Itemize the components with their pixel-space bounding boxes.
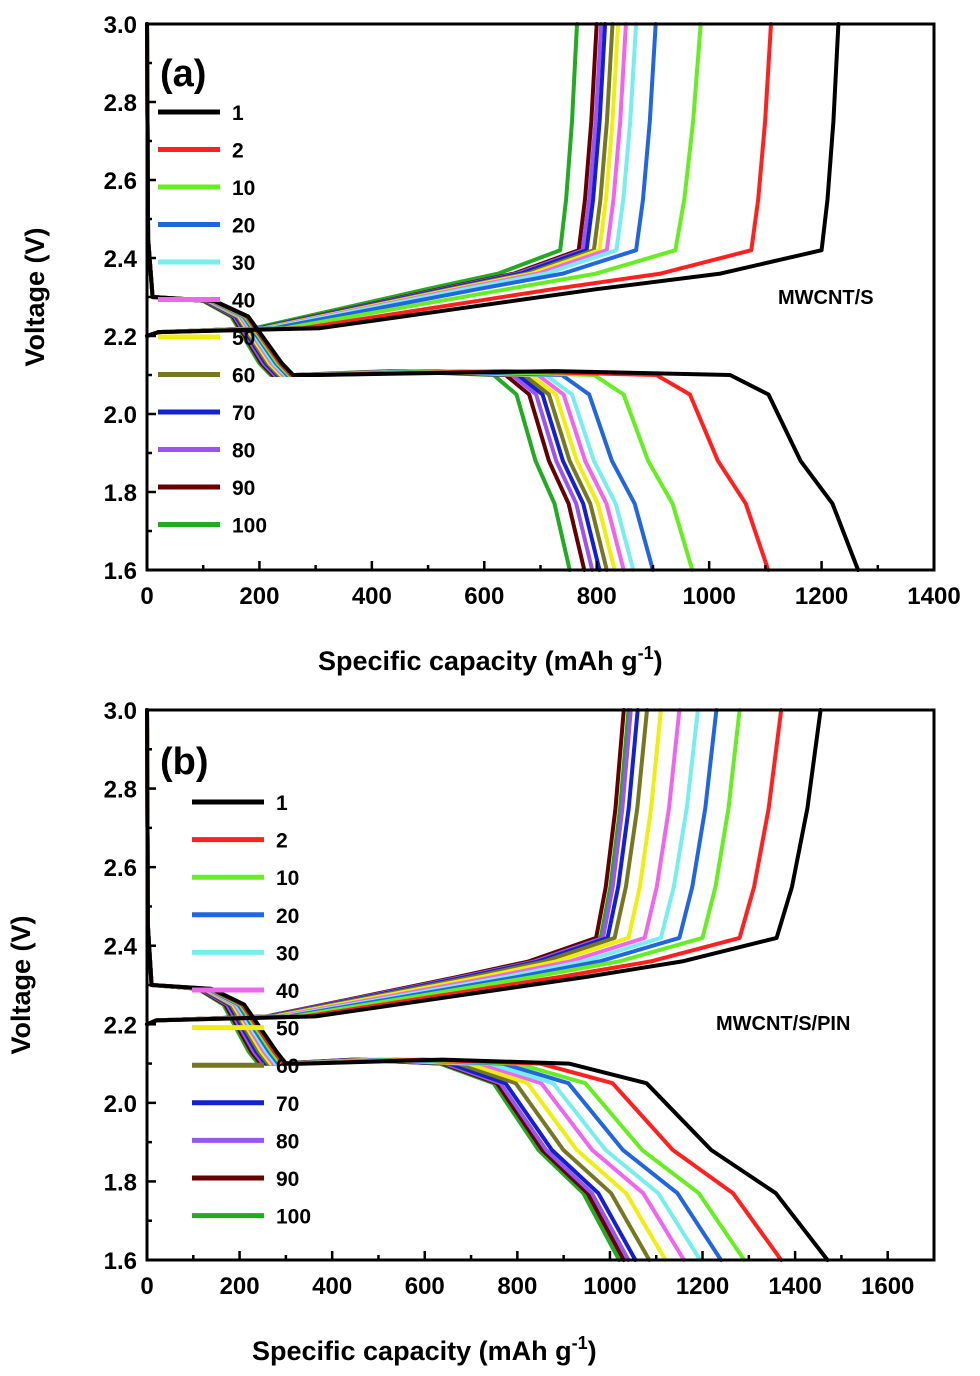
panel-b-y-tick-labels: 1.6 1.8 2.0 2.2 2.4 2.6 2.8 3.0 [104, 698, 138, 1275]
charge-curve-cycle-40 [145, 708, 682, 1027]
legend-label-40: 40 [232, 290, 255, 313]
panel-a-y-axis-label: Voltage (V) [20, 227, 50, 366]
y-tick-label: 3.0 [104, 698, 137, 725]
legend-label-2: 2 [232, 140, 244, 163]
panel-a-sample-label: MWCNT/S [778, 287, 874, 309]
panel-b-x-axis-label-sup: -1 [572, 1333, 588, 1353]
charge-curve-cycle-20 [145, 708, 719, 1027]
x-tick-label: 1200 [676, 1273, 729, 1300]
x-tick-label: 1600 [861, 1273, 914, 1300]
panel-a-x-tick-labels: 0 200 400 600 800 1000 1200 1400 [140, 583, 960, 610]
legend-label-60: 60 [232, 365, 255, 388]
panel-a-chart: 0 200 400 600 800 1000 1200 1400 1.6 1.8 2.0 2.2 2.… [20, 12, 961, 676]
y-tick-label: 2.6 [104, 855, 137, 882]
legend-label-70: 70 [232, 402, 255, 425]
panel-a-x-axis-label-sup: -1 [638, 643, 654, 663]
discharge-curve-cycle-1 [145, 708, 830, 1262]
x-tick-label: 1000 [682, 583, 735, 610]
legend-label-100: 100 [276, 1206, 311, 1229]
charge-curve-cycle-1 [145, 708, 823, 1027]
panel-b-x-axis-label: Specific capacity (mAh g-1) [252, 1333, 597, 1366]
legend-label-1: 1 [276, 792, 288, 815]
charge-curve-cycle-1 [145, 22, 841, 338]
legend-label-70: 70 [276, 1093, 299, 1116]
legend-label-30: 30 [232, 252, 255, 275]
legend-label-80: 80 [276, 1130, 299, 1153]
y-tick-label: 2.4 [104, 246, 138, 273]
y-tick-label: 2.6 [104, 168, 137, 195]
panel-a-label: (a) [160, 53, 206, 95]
legend-label-10: 10 [232, 177, 255, 200]
x-tick-label: 1200 [795, 583, 848, 610]
y-tick-label: 1.8 [104, 480, 137, 507]
legend-label-50: 50 [232, 327, 255, 350]
panel-b-x-tick-labels: 0 200 400 600 800 1000 1200 1400 1600 [140, 1273, 914, 1300]
panel-b-curves [145, 708, 830, 1262]
legend-label-30: 30 [276, 942, 299, 965]
panel-b-sample-label: MWCNT/S/PIN [716, 1013, 850, 1035]
legend-label-50: 50 [276, 1018, 299, 1041]
y-tick-label: 3.0 [104, 12, 137, 39]
charge-curve-cycle-70 [145, 22, 608, 338]
y-tick-label: 1.8 [104, 1169, 137, 1196]
y-tick-label: 2.8 [104, 90, 137, 117]
y-tick-label: 2.8 [104, 777, 137, 804]
legend-label-100: 100 [232, 515, 267, 538]
x-tick-label: 600 [464, 583, 504, 610]
legend-label-20: 20 [276, 905, 299, 928]
panel-a-legend: 1 2 10 20 30 40 50 60 70 80 90 100 [158, 102, 267, 538]
panel-a-y-tick-labels: 1.6 1.8 2.0 2.2 2.4 2.6 2.8 3.0 [104, 12, 138, 585]
x-tick-label: 800 [577, 583, 617, 610]
panel-b-x-axis-label-end: ) [588, 1336, 597, 1366]
charge-curve-cycle-90 [145, 22, 599, 338]
charge-curve-cycle-80 [145, 22, 604, 338]
panel-b-y-axis-label: Voltage (V) [6, 915, 36, 1054]
panel-a-x-axis-label-text: Specific capacity (mAh g [318, 646, 638, 676]
x-tick-label: 400 [312, 1273, 352, 1300]
y-tick-label: 2.2 [104, 1012, 137, 1039]
x-tick-label: 0 [140, 583, 153, 610]
legend-label-10: 10 [276, 867, 299, 890]
x-tick-label: 200 [220, 1273, 260, 1300]
x-tick-label: 1400 [768, 1273, 821, 1300]
legend-label-90: 90 [276, 1168, 299, 1191]
y-tick-label: 1.6 [104, 1248, 137, 1275]
x-tick-label: 800 [497, 1273, 537, 1300]
panel-a-x-axis-label-end: ) [654, 646, 663, 676]
legend-label-60: 60 [276, 1055, 299, 1078]
y-tick-label: 2.0 [104, 1091, 137, 1118]
y-tick-label: 2.0 [104, 402, 137, 429]
x-tick-label: 200 [239, 583, 279, 610]
legend-label-80: 80 [232, 440, 255, 463]
x-tick-label: 1400 [907, 583, 960, 610]
legend-label-2: 2 [276, 830, 288, 853]
panel-b-ticks [145, 708, 889, 1262]
panel-a-ticks [145, 22, 936, 572]
y-tick-label: 2.4 [104, 934, 138, 961]
panel-b-chart: 0 200 400 600 800 1000 1200 1400 1600 1.6 1.8 2.0 2… [6, 698, 936, 1366]
x-tick-label: 400 [352, 583, 392, 610]
x-tick-label: 600 [405, 1273, 445, 1300]
panel-a-x-axis-label: Specific capacity (mAh g-1) [318, 643, 663, 676]
legend-label-20: 20 [232, 215, 255, 238]
legend-label-1: 1 [232, 102, 244, 125]
x-tick-label: 1000 [583, 1273, 636, 1300]
panel-b-legend: 1 2 10 20 30 40 50 60 70 80 90 100 [192, 792, 311, 1229]
panel-b-x-axis-label-text: Specific capacity (mAh g [252, 1336, 572, 1366]
legend-label-40: 40 [276, 980, 299, 1003]
y-tick-label: 1.6 [104, 558, 137, 585]
panel-b-label: (b) [160, 741, 209, 783]
legend-label-90: 90 [232, 477, 255, 500]
y-tick-label: 2.2 [104, 324, 137, 351]
x-tick-label: 0 [140, 1273, 153, 1300]
charge-curve-cycle-10 [145, 708, 742, 1027]
charge-curve-cycle-20 [145, 22, 658, 338]
